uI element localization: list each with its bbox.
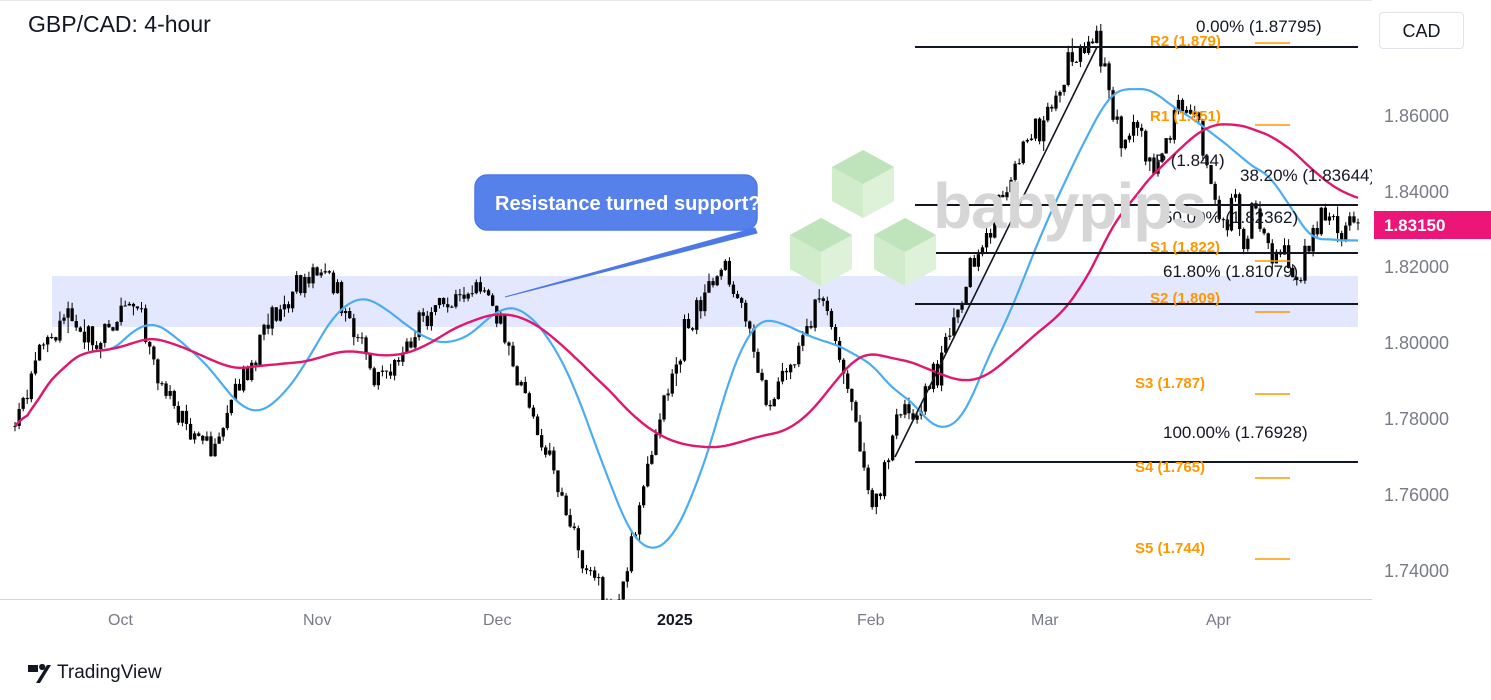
svg-text:Resistance turned support?: Resistance turned support? <box>495 193 761 215</box>
